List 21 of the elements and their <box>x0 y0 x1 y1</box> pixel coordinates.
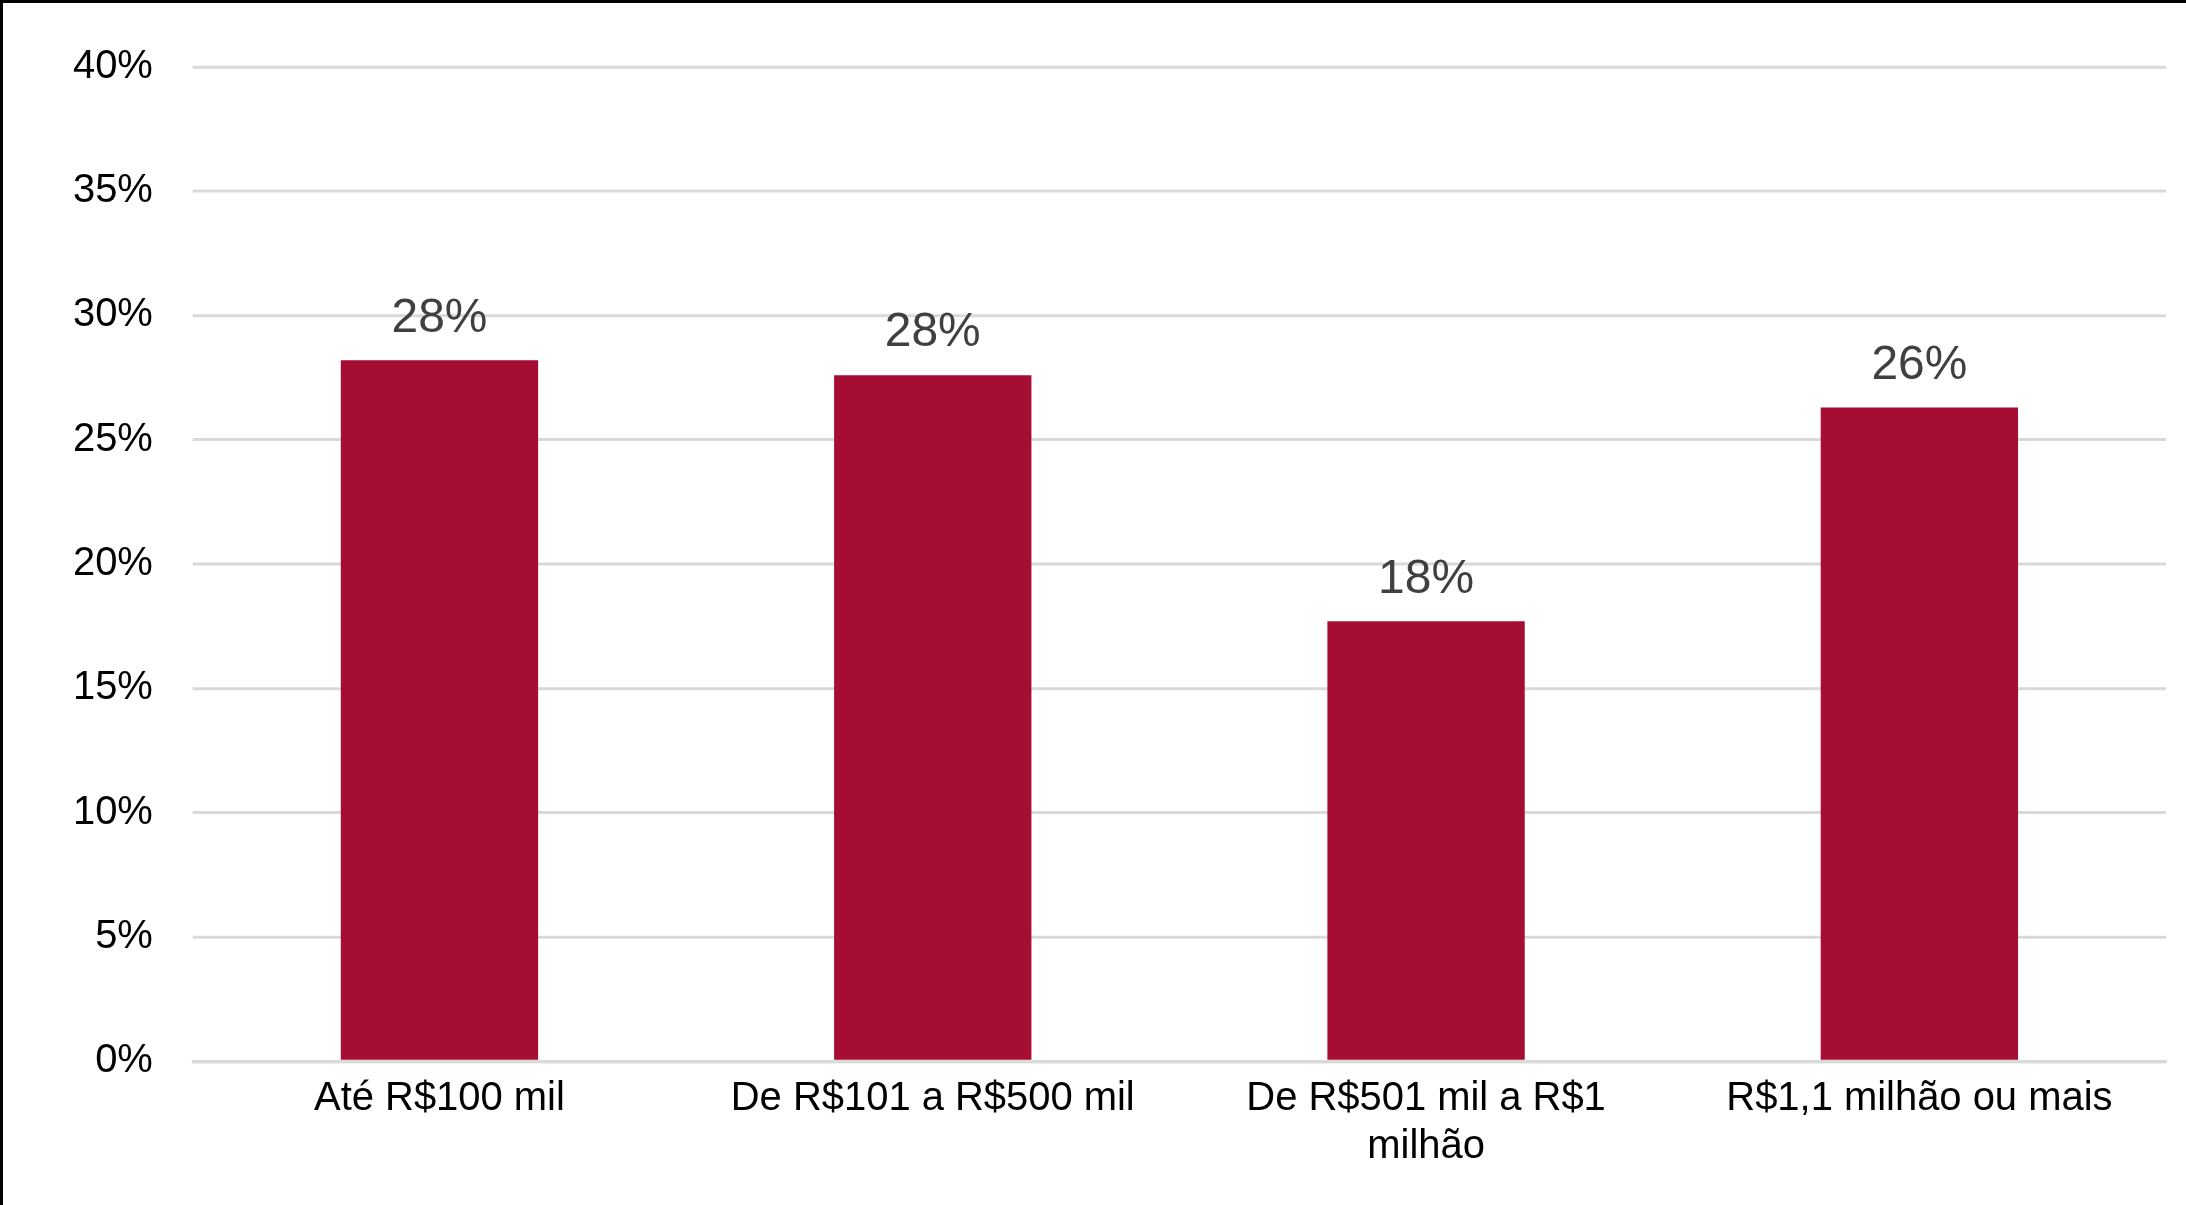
x-tick-label: R$1,1 milhão ou mais <box>1726 1074 2113 1119</box>
data-label: 28% <box>884 303 981 357</box>
y-tick-label: 35% <box>72 166 153 211</box>
y-tick-label: 10% <box>72 787 153 832</box>
y-tick-label: 40% <box>72 41 153 86</box>
x-tick-label: De R$501 mil a R$1 milhão <box>1246 1074 1606 1167</box>
bar <box>340 360 539 1060</box>
x-tick-label: Até R$100 mil <box>314 1074 565 1119</box>
y-tick-label: 15% <box>72 663 153 708</box>
y-tick-label: 5% <box>95 912 153 957</box>
y-tick-label: 20% <box>72 539 153 584</box>
y-tick-label: 30% <box>72 290 153 335</box>
bar <box>834 375 1032 1060</box>
data-label: 26% <box>1871 335 1968 389</box>
bar <box>1327 621 1525 1060</box>
x-tick-label: De R$101 a R$500 mil <box>730 1074 1135 1119</box>
data-label: 18% <box>1378 549 1475 603</box>
bar <box>1820 407 2019 1060</box>
y-tick-label: 0% <box>95 1036 153 1081</box>
y-tick-label: 25% <box>72 414 153 459</box>
data-label: 28% <box>391 288 488 342</box>
